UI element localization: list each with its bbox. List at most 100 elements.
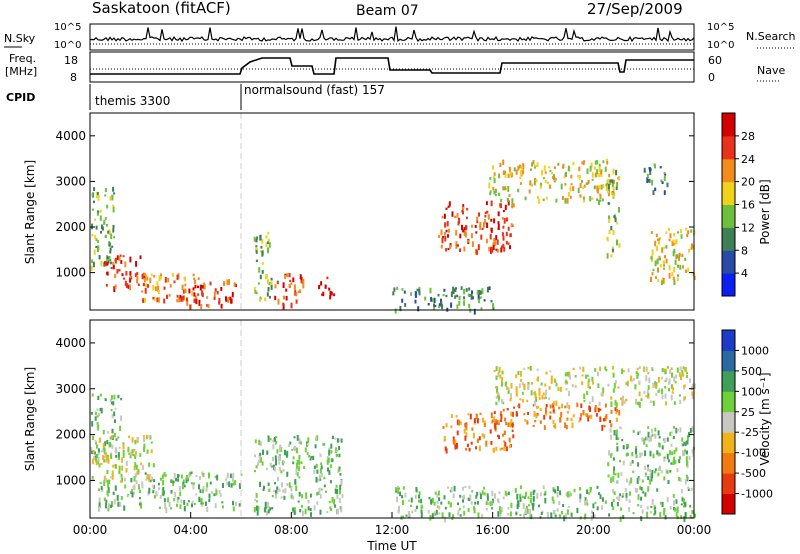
- echo-cell: [502, 433, 505, 437]
- echo-cell: [647, 426, 650, 429]
- echo-cell: [659, 257, 662, 261]
- echo-cell: [282, 303, 285, 310]
- x-tick-label: 00:00: [73, 523, 108, 537]
- echo-cell: [109, 250, 112, 254]
- echo-cell: [118, 446, 121, 449]
- echo-cell: [116, 255, 119, 260]
- echo-cell: [448, 228, 450, 233]
- echo-cell: [322, 443, 325, 446]
- echo-cell: [641, 509, 644, 514]
- echo-cell: [448, 512, 451, 517]
- echo-cell: [277, 456, 280, 462]
- echo-cell: [647, 393, 650, 399]
- echo-cell: [300, 276, 303, 282]
- echo-cell: [483, 420, 486, 426]
- echo-cell: [686, 450, 688, 455]
- echo-cell: [135, 480, 138, 484]
- echo-cell: [178, 297, 181, 303]
- echo-cell: [302, 283, 305, 289]
- echo-cell: [162, 487, 165, 490]
- echo-cell: [680, 234, 683, 239]
- echo-cell: [104, 188, 107, 193]
- echo-cell: [512, 434, 515, 439]
- echo-cell: [335, 484, 338, 488]
- echo-cell: [175, 477, 177, 482]
- echo-cell: [539, 420, 542, 424]
- echo-cell: [591, 396, 594, 403]
- echo-cell: [684, 443, 687, 447]
- echo-cell: [213, 296, 216, 300]
- echo-cell: [288, 443, 291, 447]
- echo-cell: [576, 402, 579, 408]
- echo-cell: [636, 372, 639, 376]
- echo-cell: [339, 484, 342, 490]
- echo-cell: [555, 382, 558, 387]
- echo-cell: [647, 431, 650, 438]
- echo-cell: [424, 296, 427, 301]
- echo-cell: [265, 235, 268, 239]
- echo-cell: [680, 489, 683, 494]
- echo-cell: [619, 426, 622, 430]
- echo-cell: [657, 267, 659, 273]
- echo-cell: [544, 395, 547, 398]
- echo-cell: [399, 305, 402, 312]
- echo-cell: [440, 501, 443, 505]
- echo-cell: [516, 493, 519, 500]
- echo-cell: [479, 222, 482, 228]
- echo-cell: [458, 295, 461, 300]
- echo-cell: [564, 372, 567, 377]
- echo-cell: [493, 416, 496, 422]
- echo-cell: [656, 245, 659, 252]
- echo-cell: [689, 514, 692, 519]
- echo-cell: [277, 476, 279, 482]
- echo-cell: [663, 190, 666, 196]
- echo-cell: [110, 504, 112, 508]
- echo-cell: [441, 237, 444, 244]
- beam-title: Beam 07: [356, 3, 419, 19]
- echo-cell: [150, 273, 153, 276]
- echo-cell: [619, 493, 622, 497]
- echo-cell: [415, 505, 418, 510]
- echo-cell: [278, 466, 281, 471]
- echo-cell: [129, 284, 131, 291]
- echo-cell: [532, 496, 535, 502]
- echo-cell: [498, 395, 500, 401]
- echo-cell: [678, 394, 681, 397]
- cpid-label: CPID: [6, 91, 35, 104]
- echo-cell: [568, 404, 571, 410]
- echo-cell: [480, 307, 483, 310]
- echo-cell: [610, 226, 613, 231]
- echo-cell: [519, 493, 522, 498]
- echo-cell: [118, 470, 121, 475]
- echo-cell: [106, 469, 109, 474]
- echo-cell: [437, 293, 440, 297]
- echo-cell: [609, 428, 612, 433]
- echo-cell: [519, 485, 522, 489]
- echo-cell: [509, 444, 511, 448]
- echo-cell: [582, 410, 585, 416]
- echo-cell: [454, 439, 457, 445]
- echo-cell: [548, 397, 551, 400]
- echo-cell: [512, 203, 515, 208]
- colorbar-tick-label: 28: [741, 130, 755, 143]
- echo-cell: [232, 500, 234, 506]
- echo-cell: [546, 512, 549, 518]
- echo-cell: [549, 415, 552, 420]
- echo-cell: [444, 516, 447, 523]
- echo-cell: [540, 382, 543, 386]
- echo-cell: [601, 198, 604, 202]
- echo-cell: [667, 227, 670, 231]
- echo-cell: [295, 292, 298, 297]
- echo-cell: [676, 468, 679, 473]
- echo-cell: [316, 492, 319, 496]
- echo-cell: [207, 304, 210, 308]
- echo-cell: [183, 484, 186, 488]
- echo-cell: [176, 497, 179, 503]
- echo-cell: [566, 509, 569, 515]
- echo-cell: [108, 242, 111, 247]
- echo-cell: [470, 441, 473, 445]
- echo-cell: [613, 429, 616, 436]
- echo-cell: [674, 259, 677, 265]
- echo-cell: [693, 275, 696, 281]
- echo-cell: [308, 454, 311, 458]
